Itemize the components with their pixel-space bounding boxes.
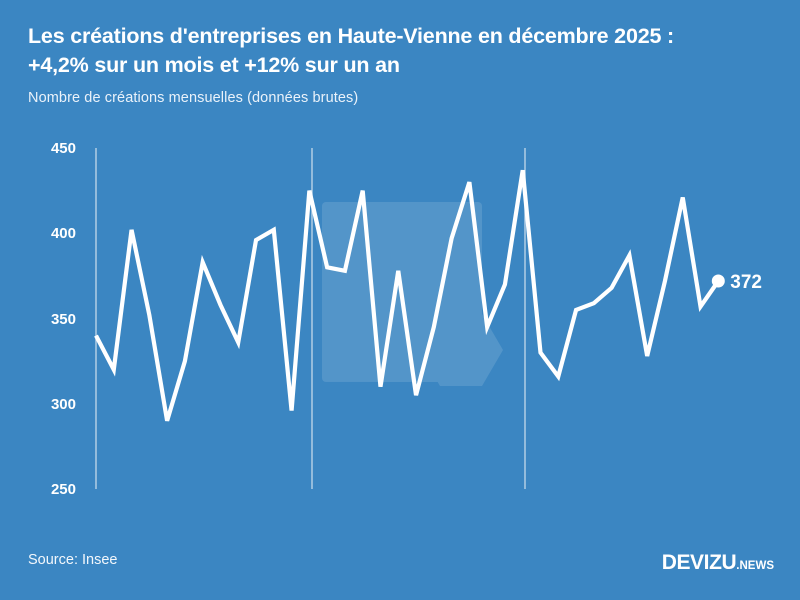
y-tick-300: 300 xyxy=(51,396,76,413)
x-tick-jan-2023: Janv. 2023 xyxy=(61,507,131,510)
source-note: Source: Insee xyxy=(28,552,118,568)
y-tick-250: 250 xyxy=(51,481,76,498)
chart-header: Les créations d'entreprises en Haute-Vie… xyxy=(28,22,776,107)
logo-wordmark: DEVIZU xyxy=(661,551,737,574)
last-point-value-label: 372 xyxy=(730,272,762,293)
chart-plot-area: 450 400 350 300 250 Janv. 2023 Janv. 202… xyxy=(0,130,800,510)
y-tick-450: 450 xyxy=(51,140,76,157)
y-axis-ticks: 450 400 350 300 250 xyxy=(51,140,76,498)
devizu-logo: DEVIZU .NEWS xyxy=(662,551,774,575)
chart-subtitle: Nombre de créations mensuelles (données … xyxy=(28,90,359,106)
x-axis-ticks: Janv. 2023 Janv. 2024 Janv. 2025 xyxy=(61,507,560,510)
y-tick-350: 350 xyxy=(51,311,76,328)
last-point-marker xyxy=(711,274,725,288)
x-tick-jan-2025: Janv. 2025 xyxy=(490,507,560,510)
y-tick-400: 400 xyxy=(51,225,76,242)
logo-suffix: .NEWS xyxy=(736,560,774,572)
series-line-creations xyxy=(94,169,721,422)
page-title: Les créations d'entreprises en Haute-Vie… xyxy=(28,24,674,77)
x-tick-jan-2024: Janv. 2024 xyxy=(277,507,347,510)
line-chart-svg: 450 400 350 300 250 Janv. 2023 Janv. 202… xyxy=(51,140,762,510)
